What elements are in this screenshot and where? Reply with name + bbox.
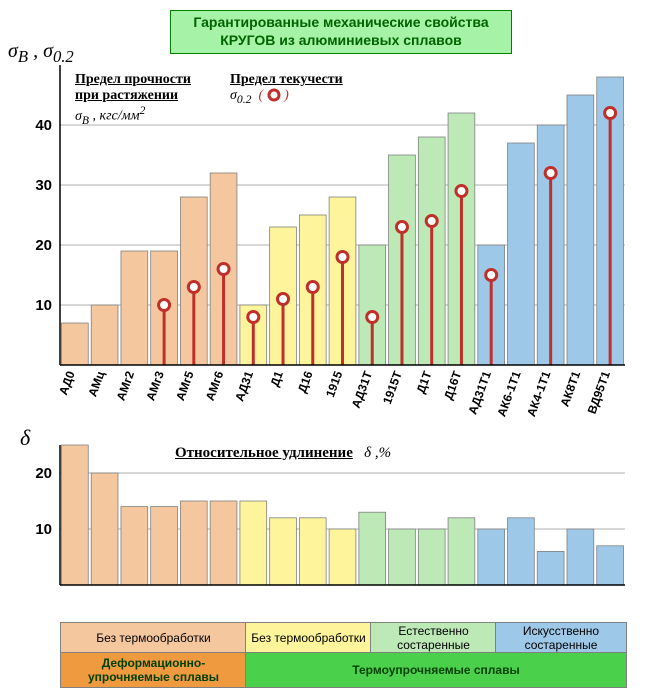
bar-АМц [91,473,118,585]
bar-АД0 [61,445,88,585]
xlabel-1915Т: 1915Т [380,369,405,406]
yield-marker-Д1 [278,294,289,305]
bar-АМг3 [151,507,178,585]
xlabel-Д1: Д1 [267,369,285,388]
bar-1915 [329,529,356,585]
xlabel-АК8Т1: АК8Т1 [558,369,584,409]
yield-marker-ВД95Т1 [605,108,616,119]
legend-box: Искусственно состаренные [495,622,627,654]
svg-text:20: 20 [35,465,52,482]
svg-text:30: 30 [35,177,52,194]
yield-marker-АМг3 [159,300,170,311]
bar-АК8Т1 [567,95,594,365]
yield-marker-Д1Т [426,216,437,227]
bar-АК4-1Т1 [537,551,564,585]
yield-marker-АД31Т1 [486,270,497,281]
xlabel-АД31: АД31 [232,369,256,403]
bar-АК8Т1 [567,529,594,585]
bar-АМг6 [210,501,237,585]
bar-1915Т [389,529,416,585]
svg-text:20: 20 [35,237,52,254]
yield-marker-АМг5 [188,282,199,293]
elongation-chart: 1020 [60,445,625,590]
bar-АД31Т1 [478,529,505,585]
legend-box: Естественно состаренные [370,622,497,654]
bar-АМг2 [121,507,148,585]
legend-box: Деформационно- упрочняемые сплавы [60,652,247,688]
yield-marker-АД31Т [367,312,378,323]
svg-text:10: 10 [35,521,52,538]
bar-Д16Т [448,518,475,585]
yield-marker-АК4-1Т1 [545,168,556,179]
bar-Д1 [270,518,297,585]
xlabel-АК6-1Т1: АК6-1Т1 [494,369,523,419]
xlabel-АМц: АМц [85,369,107,399]
yield-marker-1915Т [396,222,407,233]
bar-Д16 [299,518,326,585]
bar-Д1Т [418,529,445,585]
xlabel-Д1Т: Д1Т [414,369,435,396]
legend-box: Без термообработки [245,622,372,654]
bar-АК6-1Т1 [508,518,535,585]
xlabel-АМг5: АМг5 [173,369,197,403]
xlabel-ВД95Т1: ВД95Т1 [585,369,613,416]
bar-АД31Т [359,512,386,585]
strength-chart: 10203040АД0АМцАМг2АМг3АМг5АМг6АД31Д1Д161… [60,65,625,420]
bar-ВД95Т1 [597,546,624,585]
svg-text:10: 10 [35,297,52,314]
xlabel-Д16Т: Д16Т [441,369,464,402]
xlabel-1915: 1915 [323,369,345,399]
xlabel-АМг2: АМг2 [114,369,138,403]
xlabel-Д16: Д16 [295,369,316,395]
xlabel-АД31Т: АД31Т [349,369,375,410]
xlabel-АМг6: АМг6 [203,369,227,403]
bar-АМц [91,305,118,365]
yield-marker-Д16Т [456,186,467,197]
legend-box: Термоупрочняемые сплавы [245,652,627,688]
bar-АД31 [240,501,267,585]
yield-marker-АД31 [248,312,259,323]
yield-marker-Д16 [307,282,318,293]
bar-АК6-1Т1 [508,143,535,365]
yaxis-label-top: σB , σ0.2 [8,40,74,67]
xlabel-АК4-1Т1: АК4-1Т1 [524,369,553,419]
chart-title: Гарантированные механические свойстваКРУ… [170,10,512,54]
xlabel-АД31Т1: АД31Т1 [465,369,494,416]
svg-text:40: 40 [35,117,52,134]
yaxis-label-bottom: δ [20,425,30,451]
legend-box: Без термообработки [60,622,247,654]
xlabel-АМг3: АМг3 [143,369,167,403]
yield-marker-1915 [337,252,348,263]
bar-АМг5 [180,501,207,585]
bar-АД0 [61,323,88,365]
yield-marker-АМг6 [218,264,229,275]
bar-АМг2 [121,251,148,365]
xlabel-АД0: АД0 [56,369,78,397]
